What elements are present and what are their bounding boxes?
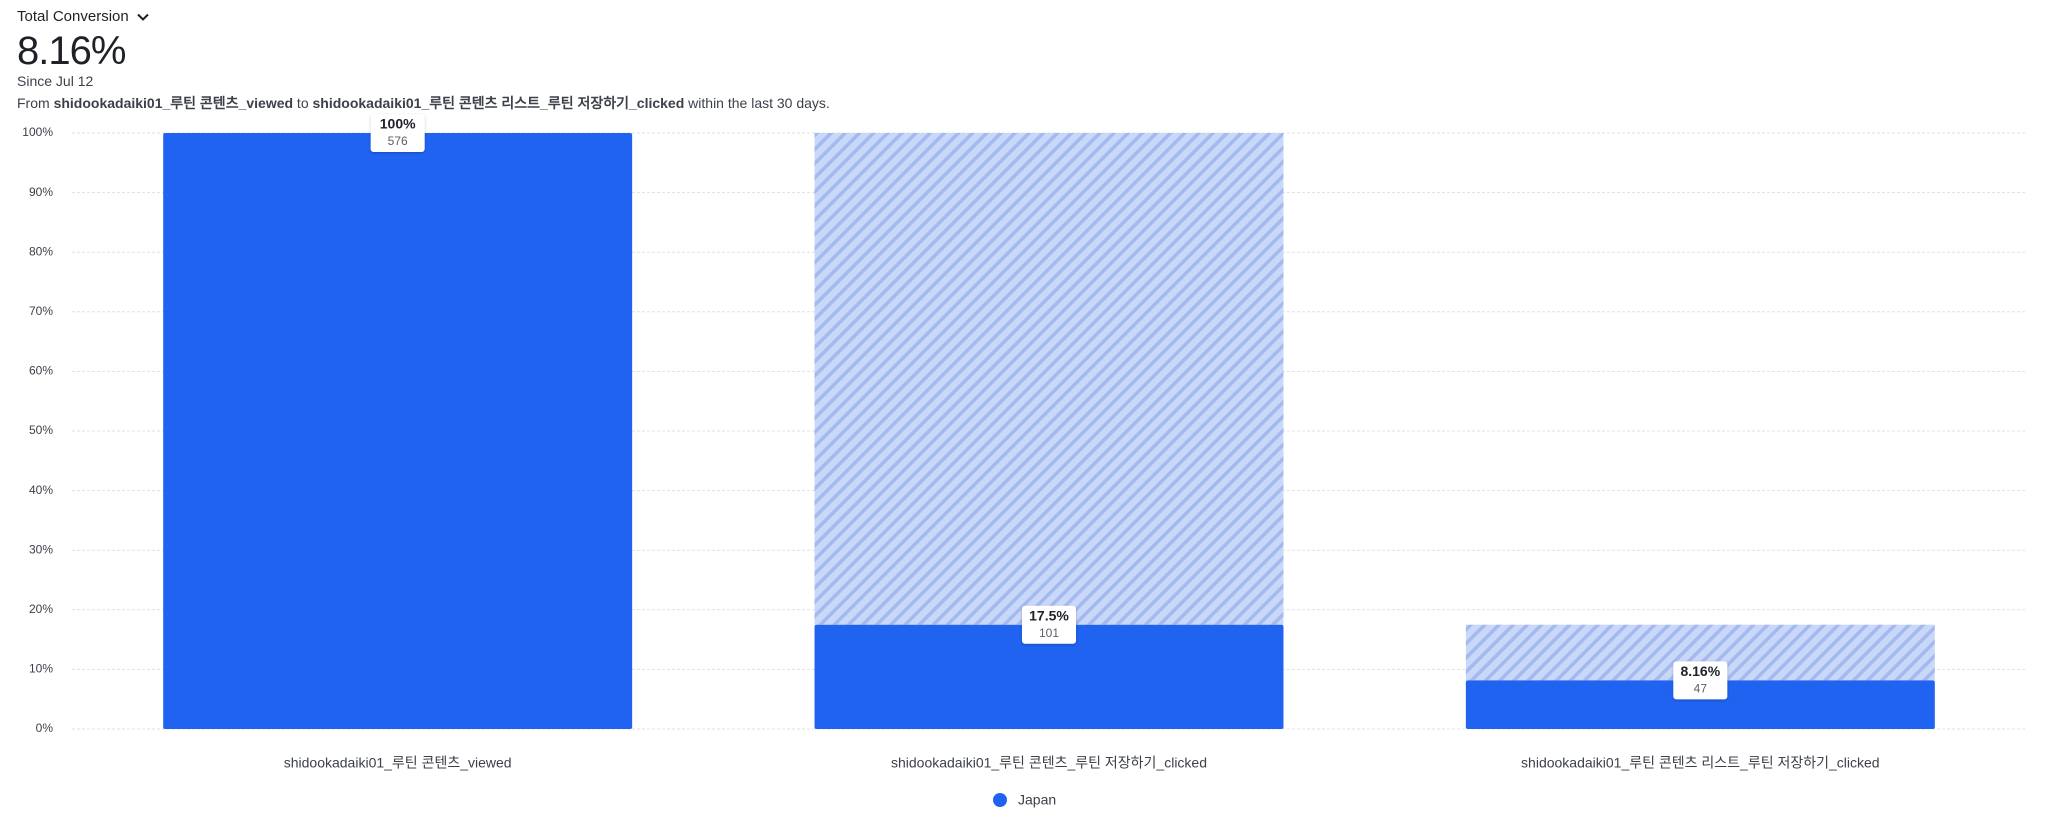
- y-tick-label: 90%: [29, 185, 53, 199]
- value-label: 100%: [380, 116, 416, 132]
- y-tick-label: 0%: [36, 721, 54, 735]
- y-tick-label: 30%: [29, 542, 53, 556]
- desc-text: From: [17, 95, 54, 111]
- x-tick-label: shidookadaiki01_루틴 콘텐츠 리스트_루틴 저장하기_click…: [1521, 755, 1880, 771]
- label-box: [1022, 605, 1076, 644]
- desc-text: within the last 30 days.: [684, 95, 830, 111]
- count-label: 47: [1694, 682, 1708, 696]
- bar: [1465, 680, 1935, 729]
- bar: [163, 133, 633, 729]
- desc-event: shidookadaiki01_루틴 콘텐츠_viewed: [53, 95, 294, 111]
- legend-marker: [993, 793, 1007, 807]
- header: Total Conversion 8.16% Since Jul 12 From…: [17, 8, 830, 113]
- bar: [814, 624, 1284, 729]
- value-label: 8.16%: [1680, 663, 1720, 679]
- y-tick-label: 40%: [29, 483, 53, 497]
- y-tick-label: 100%: [22, 125, 53, 139]
- desc-event: shidookadaiki01_루틴 콘텐츠 리스트_루틴 저장하기_click…: [312, 95, 685, 111]
- label-box: [1673, 661, 1728, 700]
- label-box: [370, 114, 425, 152]
- metric-dropdown[interactable]: Total Conversion: [17, 8, 830, 25]
- y-tick-label: 20%: [29, 602, 53, 616]
- count-label: 576: [388, 134, 408, 148]
- y-tick-label: 80%: [29, 244, 53, 258]
- y-tick-label: 10%: [29, 662, 53, 676]
- since-date: Since Jul 12: [17, 73, 94, 89]
- count-label: 101: [1039, 626, 1059, 640]
- y-tick-label: 60%: [29, 364, 53, 378]
- desc-text: to: [293, 95, 313, 111]
- description: From shidookadaiki01_루틴 콘텐츠_viewed to sh…: [17, 93, 830, 113]
- value-label: 17.5%: [1029, 607, 1069, 623]
- y-tick-label: 50%: [29, 423, 53, 437]
- metric-name: Total Conversion: [17, 8, 129, 25]
- y-tick-label: 70%: [29, 304, 53, 318]
- x-tick-label: shidookadaiki01_루틴 콘텐츠_viewed: [284, 755, 512, 771]
- dropoff-bar: [814, 133, 1284, 625]
- legend-label: Japan: [1018, 792, 1056, 808]
- chevron-icon: [137, 13, 149, 21]
- conversion-value: 8.16%: [17, 29, 126, 73]
- x-tick-label: shidookadaiki01_루틴 콘텐츠_루틴 저장하기_clicked: [891, 755, 1207, 771]
